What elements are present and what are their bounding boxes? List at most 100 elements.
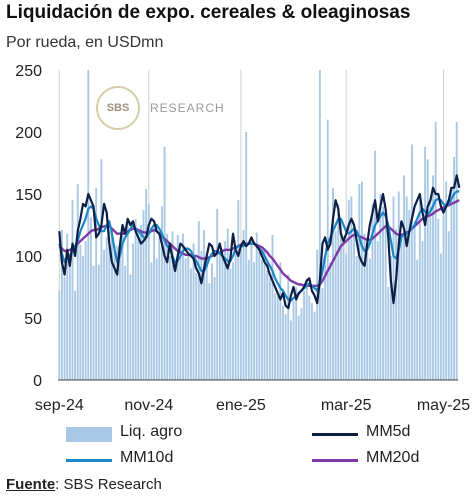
bar bbox=[347, 200, 350, 380]
legend-swatch-mm20d bbox=[312, 459, 358, 462]
bar bbox=[84, 241, 87, 380]
bar bbox=[321, 288, 324, 380]
bar bbox=[58, 290, 61, 380]
bar bbox=[247, 259, 250, 380]
bar bbox=[376, 241, 379, 380]
y-tick-label-4: 200 bbox=[15, 125, 42, 142]
bar bbox=[337, 203, 340, 380]
bar bbox=[205, 253, 208, 380]
bar bbox=[103, 249, 105, 380]
bar bbox=[189, 268, 192, 380]
bar bbox=[237, 200, 240, 380]
bar bbox=[142, 210, 145, 380]
bar bbox=[421, 241, 424, 380]
bar bbox=[95, 187, 98, 380]
bar bbox=[282, 305, 284, 380]
bar bbox=[450, 187, 453, 380]
bar bbox=[405, 196, 408, 380]
bar bbox=[271, 234, 274, 380]
bar bbox=[424, 146, 427, 380]
bar bbox=[350, 196, 353, 380]
bar bbox=[292, 300, 295, 380]
bar bbox=[432, 175, 434, 380]
bar bbox=[234, 253, 237, 380]
series-line-mm5d bbox=[58, 174, 461, 310]
y-tick-label-2: 100 bbox=[15, 249, 42, 266]
legend-swatch-mm10d bbox=[66, 459, 112, 462]
bar bbox=[179, 248, 182, 380]
bar bbox=[334, 231, 337, 380]
bar bbox=[445, 181, 448, 380]
bar bbox=[211, 263, 213, 380]
bar bbox=[411, 144, 413, 380]
bar bbox=[366, 243, 369, 380]
bar bbox=[395, 228, 398, 380]
bar bbox=[224, 241, 227, 380]
bar bbox=[137, 233, 140, 380]
x-tick-label-2: ene-25 bbox=[216, 397, 266, 414]
bar bbox=[392, 196, 395, 380]
bar bbox=[258, 252, 261, 380]
bar bbox=[284, 314, 287, 380]
bar bbox=[92, 265, 95, 380]
bar bbox=[371, 203, 374, 380]
bar bbox=[158, 237, 161, 380]
bar bbox=[379, 194, 382, 380]
bar bbox=[289, 320, 292, 380]
chart-subtitle: Por rueda, en USDmn bbox=[6, 34, 164, 51]
bar bbox=[163, 146, 166, 380]
bar bbox=[129, 274, 132, 380]
bar bbox=[147, 203, 150, 380]
bar bbox=[408, 210, 411, 380]
bar bbox=[61, 229, 63, 380]
bar bbox=[397, 191, 400, 380]
legend-swatch-mm5d bbox=[312, 433, 358, 436]
bar bbox=[192, 243, 195, 380]
legend-swatch-liq-agro bbox=[66, 427, 112, 442]
bar bbox=[126, 221, 129, 380]
bar bbox=[97, 264, 100, 380]
bar bbox=[447, 231, 450, 380]
bar bbox=[332, 187, 334, 380]
bar bbox=[232, 262, 234, 380]
bar bbox=[226, 228, 229, 380]
bar bbox=[79, 244, 82, 380]
bar bbox=[68, 260, 71, 380]
bar bbox=[176, 234, 179, 380]
x-tick-label-4: may-25 bbox=[417, 397, 470, 414]
bar bbox=[261, 259, 263, 380]
bar bbox=[295, 287, 298, 380]
bar bbox=[437, 218, 440, 380]
bar bbox=[150, 262, 153, 380]
bar bbox=[287, 274, 290, 380]
bar bbox=[197, 221, 200, 380]
bar bbox=[305, 278, 308, 380]
bar bbox=[221, 252, 224, 380]
bar bbox=[358, 184, 361, 380]
bar bbox=[213, 277, 216, 380]
bar bbox=[274, 293, 277, 380]
x-tick-label-3: mar-25 bbox=[321, 397, 372, 414]
bar bbox=[182, 233, 184, 380]
bar bbox=[208, 283, 211, 380]
bar bbox=[355, 256, 358, 380]
bar bbox=[361, 181, 363, 380]
bar bbox=[279, 262, 282, 380]
bar bbox=[324, 256, 327, 380]
source-text: : SBS Research bbox=[55, 476, 162, 493]
source-note: Fuente: SBS Research bbox=[6, 476, 162, 493]
bar bbox=[113, 244, 116, 380]
bar bbox=[87, 70, 90, 380]
bar bbox=[121, 231, 124, 380]
bar bbox=[134, 218, 137, 380]
bar bbox=[303, 290, 305, 380]
bar bbox=[139, 225, 142, 380]
bar bbox=[416, 259, 419, 380]
bar bbox=[276, 295, 279, 380]
bar bbox=[229, 268, 232, 380]
bar bbox=[66, 233, 69, 380]
bar bbox=[63, 277, 66, 380]
bar bbox=[374, 150, 377, 380]
legend-label-liq-agro: Liq. agro bbox=[120, 423, 183, 440]
bar bbox=[266, 270, 269, 380]
